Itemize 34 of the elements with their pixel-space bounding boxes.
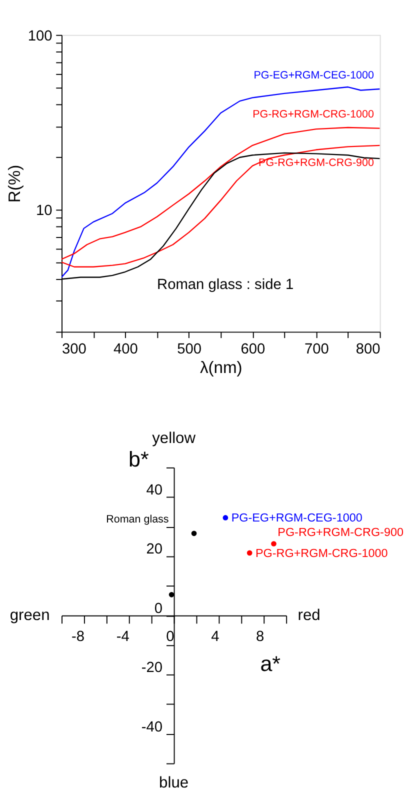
y-tick-label: 100 [28, 28, 52, 44]
y-tick-label: 20 [146, 542, 163, 558]
annotation: Roman glass : side 1 [157, 277, 294, 294]
x-tick-label: 400 [113, 342, 138, 358]
y-tick-label: -40 [141, 719, 163, 736]
series-label: PG-EG+RGM-CEG-1000 [254, 69, 374, 82]
text: blue [159, 774, 189, 792]
x-tick-label: 300 [62, 342, 86, 358]
x-tick-label: 500 [177, 342, 202, 358]
series-label: PG-RG+RGM-CRG-900 [258, 156, 374, 169]
y-tick-label: 40 [146, 482, 163, 499]
x-tick-label: 800 [356, 342, 380, 358]
text: green [10, 607, 50, 624]
x-tick-label: 600 [240, 342, 266, 358]
text: red [298, 607, 320, 624]
x-tick-label: 0 [166, 629, 174, 646]
x-tick-label: 8 [256, 629, 264, 646]
series-label: PG-RG+RGM-CRG-1000 [252, 108, 374, 121]
y-tick-label: -20 [141, 660, 163, 676]
series-label: PG-RG+RGM-CRG-900 [278, 526, 404, 539]
text: Roman glass [106, 514, 169, 526]
x-tick-label: -8 [71, 629, 84, 646]
x-tick-label: -4 [116, 629, 130, 646]
x-tick-label: 4 [211, 629, 220, 646]
y-axis-title: b* [128, 447, 150, 472]
y-axis-title: R(%) [4, 164, 24, 203]
y-tick-label: 10 [36, 202, 52, 219]
x-axis-title: λ(nm) [200, 358, 242, 378]
y-tick-label: 0 [154, 600, 163, 617]
text: yellow [152, 430, 196, 448]
series-label: PG-RG+RGM-CRG-1000 [255, 546, 388, 560]
x-axis-title: a* [260, 652, 282, 676]
series-label: PG-EG+RGM-CEG-1000 [231, 512, 363, 525]
x-tick-label: 700 [304, 342, 329, 358]
